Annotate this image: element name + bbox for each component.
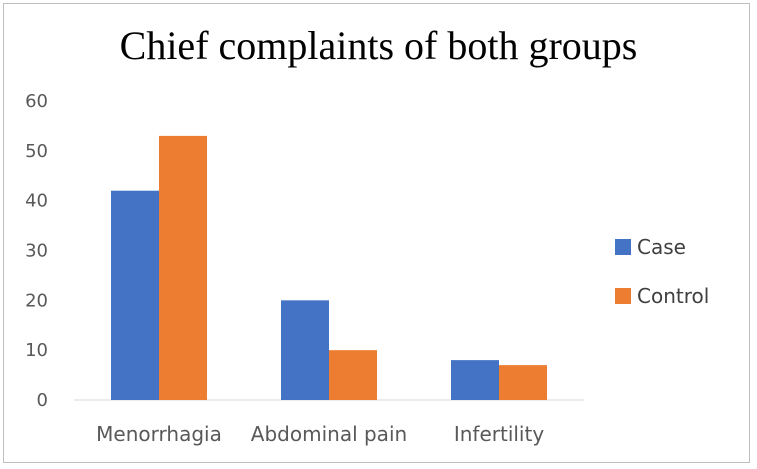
category-labels: Menorrhagia Abdominal pain Infertility <box>96 422 544 446</box>
bars <box>111 135 547 400</box>
y-tick-label: 0 <box>37 390 48 411</box>
y-tick-label: 20 <box>25 290 48 311</box>
legend-label-control: Control <box>637 284 709 308</box>
y-tick-label: 40 <box>25 191 48 212</box>
y-tick-label: 60 <box>25 91 48 112</box>
y-tick-label: 50 <box>25 141 48 162</box>
bar-case-infertility <box>451 360 499 400</box>
legend: Case Control <box>615 235 709 308</box>
bar-control-menorrhagia <box>159 135 207 400</box>
legend-label-case: Case <box>637 235 686 259</box>
legend-swatch-control <box>615 288 631 304</box>
y-tick-label: 30 <box>25 241 48 262</box>
chart-title: Chief complaints of both groups <box>119 23 638 68</box>
bar-case-abdominal-pain <box>281 300 329 400</box>
y-tick-label: 10 <box>25 340 48 361</box>
x-category-label: Abdominal pain <box>251 422 407 446</box>
bar-control-abdominal-pain <box>329 350 377 400</box>
y-axis-ticks: 0 10 20 30 40 50 60 <box>25 91 48 411</box>
bar-control-infertility <box>499 365 547 400</box>
bar-case-menorrhagia <box>111 190 159 400</box>
x-category-label: Infertility <box>454 422 544 446</box>
x-category-label: Menorrhagia <box>96 422 222 446</box>
legend-swatch-case <box>615 239 631 255</box>
